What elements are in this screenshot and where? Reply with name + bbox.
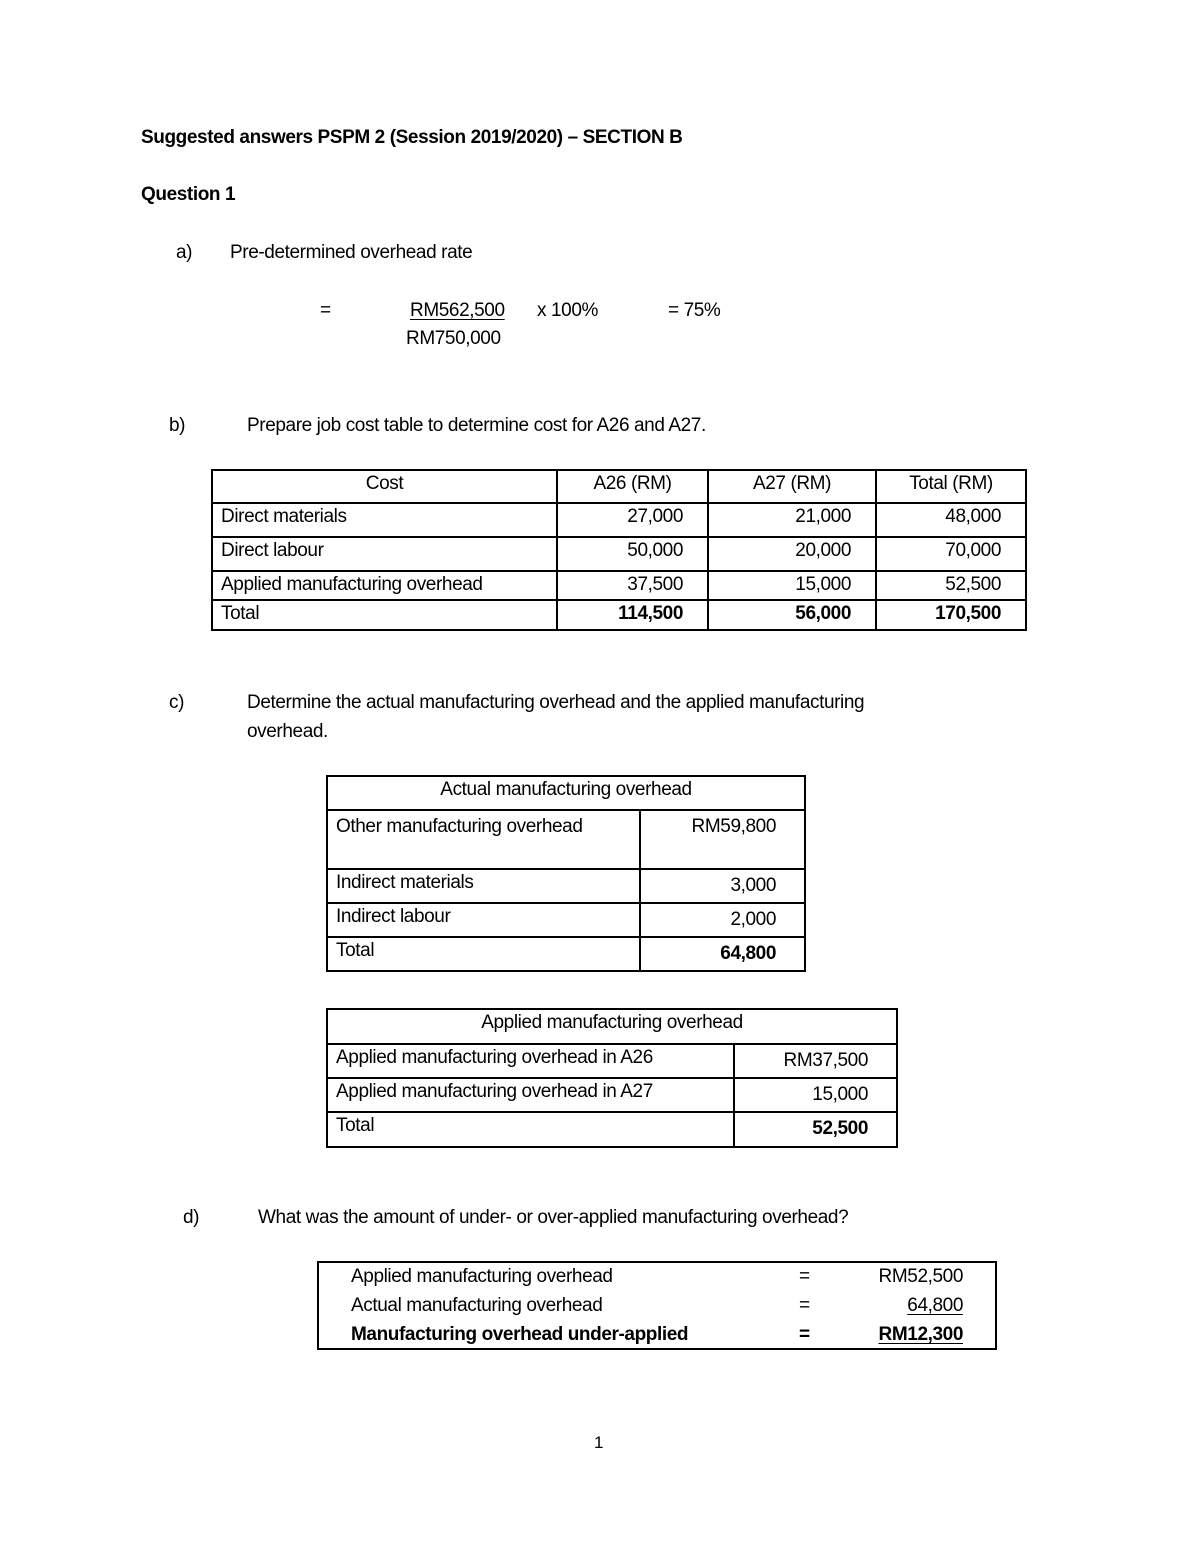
cell-label: Other manufacturing overhead — [326, 809, 641, 870]
table-row: Total 114,500 56,000 170,500 — [211, 599, 1027, 631]
table-header-row: Cost A26 (RM) A27 (RM) Total (RM) — [211, 469, 1027, 504]
cell-label: Direct labour — [211, 536, 558, 572]
cell-value: RM59,800 — [639, 809, 806, 870]
cell-value: 27,000 — [556, 502, 709, 538]
calc-value: 64,800 — [907, 1295, 963, 1316]
cell-value: 170,500 — [875, 599, 1027, 631]
table-header: Actual manufacturing overhead — [326, 775, 806, 811]
cell-value: 114,500 — [556, 599, 709, 631]
cell-value: 3,000 — [639, 868, 806, 904]
cell-value: 56,000 — [707, 599, 877, 631]
part-a-denominator: RM750,000 — [406, 328, 501, 349]
table-row: Applied manufacturing overhead in A27 15,… — [326, 1077, 899, 1113]
part-c-text-2: overhead. — [247, 721, 328, 742]
calc-label: Actual manufacturing overhead — [351, 1295, 603, 1316]
cell-label: Direct materials — [211, 502, 558, 538]
table-row: Applied manufacturing overhead in A26 RM3… — [326, 1043, 899, 1079]
part-d-label: d) — [183, 1207, 200, 1228]
table-row: Other manufacturing overhead RM59,800 — [326, 809, 806, 870]
part-c-text-1: Determine the actual manufacturing overh… — [247, 692, 865, 713]
cell-label: Total — [326, 936, 641, 972]
column-header: A26 (RM) — [556, 469, 709, 504]
job-cost-table: Cost A26 (RM) A27 (RM) Total (RM) Direct mat… — [211, 469, 1027, 631]
part-a-equals: = — [320, 300, 331, 321]
part-a-numerator: RM562,500 — [410, 300, 505, 321]
part-a-text: Pre-determined overhead rate — [230, 242, 473, 263]
page-number: 1 — [594, 1433, 604, 1452]
cell-value: RM37,500 — [732, 1043, 899, 1079]
cell-value: 50,000 — [556, 536, 709, 572]
calc-equals: = — [799, 1266, 810, 1287]
column-header: A27 (RM) — [707, 469, 877, 504]
calc-label: Manufacturing overhead under-applied — [351, 1324, 689, 1345]
calc-row: Applied manufacturing overhead = RM52,500 — [351, 1266, 964, 1294]
column-header: Cost — [211, 469, 558, 504]
cell-value: 20,000 — [707, 536, 877, 572]
cell-label: Indirect labour — [326, 902, 641, 938]
table-header-row: Actual manufacturing overhead — [326, 775, 806, 811]
question-heading: Question 1 — [141, 184, 236, 205]
table-row: Direct materials 27,000 21,000 48,000 — [211, 502, 1027, 538]
part-a-times: x 100% — [537, 300, 598, 321]
document-title: Suggested answers PSPM 2 (Session 2019/2… — [141, 127, 683, 148]
calc-value: RM12,300 — [878, 1324, 964, 1345]
part-b-label: b) — [169, 415, 186, 436]
under-applied-box: Applied manufacturing overhead = RM52,500 A… — [317, 1261, 997, 1350]
table-row: Applied manufacturing overhead 37,500 15,0… — [211, 570, 1027, 601]
cell-value: 70,000 — [875, 536, 1027, 572]
cell-label: Indirect materials — [326, 868, 641, 904]
cell-label: Total — [211, 599, 558, 631]
cell-value: 2,000 — [639, 902, 806, 938]
table-row: Indirect labour 2,000 — [326, 902, 806, 938]
cell-value: 64,800 — [639, 936, 806, 972]
table-row: Total 52,500 — [326, 1111, 899, 1148]
cell-label: Applied manufacturing overhead in A26 — [326, 1043, 735, 1079]
part-a-result: = 75% — [668, 300, 721, 321]
cell-label: Applied manufacturing overhead in A27 — [326, 1077, 735, 1113]
calc-equals: = — [799, 1295, 810, 1316]
cell-value: 52,500 — [875, 570, 1027, 601]
applied-overhead-table: Applied manufacturing overhead Applied ma… — [325, 1008, 899, 1148]
calc-value: RM52,500 — [878, 1266, 964, 1287]
table-row: Total 64,800 — [326, 936, 806, 972]
cell-label: Total — [326, 1111, 735, 1148]
calc-equals: = — [799, 1324, 810, 1345]
table-row: Direct labour 50,000 20,000 70,000 — [211, 536, 1027, 572]
table-row: Indirect materials 3,000 — [326, 868, 806, 904]
table-header-row: Applied manufacturing overhead — [325, 1008, 899, 1045]
cell-label: Applied manufacturing overhead — [211, 570, 558, 601]
part-a-label: a) — [176, 242, 193, 263]
cell-value: 15,000 — [732, 1077, 899, 1113]
cell-value: 48,000 — [875, 502, 1027, 538]
cell-value: 52,500 — [732, 1111, 899, 1148]
table-header: Applied manufacturing overhead — [325, 1008, 899, 1045]
cell-value: 15,000 — [707, 570, 877, 601]
calc-label: Applied manufacturing overhead — [351, 1266, 613, 1287]
calc-row: Manufacturing overhead under-applied = RM1… — [351, 1324, 964, 1352]
part-b-text: Prepare job cost table to determine cost… — [247, 415, 706, 436]
column-header: Total (RM) — [875, 469, 1027, 504]
cell-value: 37,500 — [556, 570, 709, 601]
part-d-text: What was the amount of under- or over-ap… — [258, 1207, 849, 1228]
cell-value: 21,000 — [707, 502, 877, 538]
calc-row: Actual manufacturing overhead = 64,800 — [351, 1295, 963, 1323]
actual-overhead-table: Actual manufacturing overhead Other manuf… — [326, 775, 806, 972]
part-c-label: c) — [169, 692, 185, 713]
